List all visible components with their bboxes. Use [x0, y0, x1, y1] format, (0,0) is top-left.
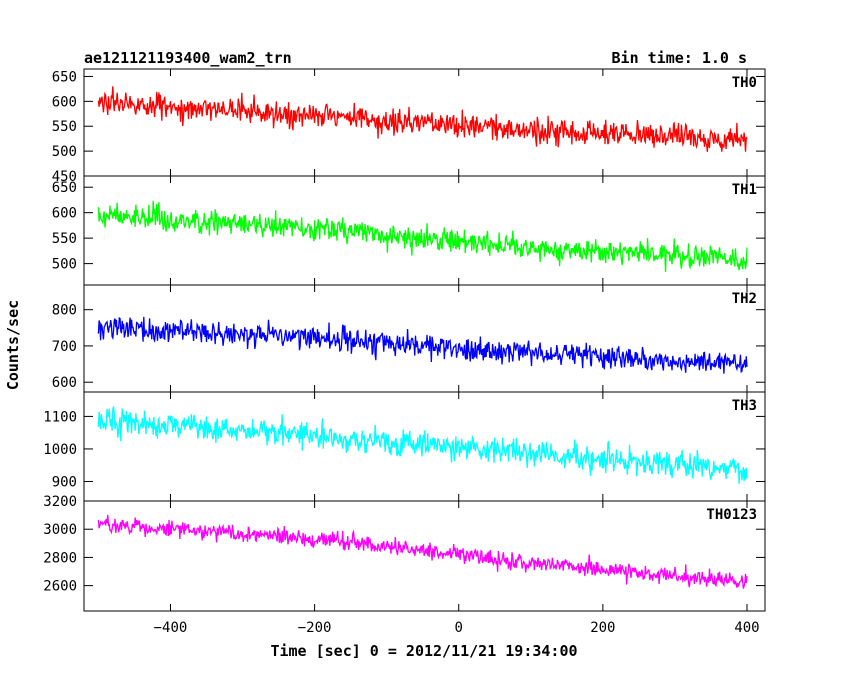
panel-th3: 900 1000 1100 TH3 — [43, 391, 766, 502]
panel-label: TH0123 — [706, 507, 757, 523]
y-tick-label: 800 — [52, 303, 77, 319]
y-tick-label: 1100 — [43, 409, 77, 425]
y-tick-label: 600 — [52, 206, 77, 222]
x-axis-label: Time [sec] 0 = 2012/11/21 19:34:00 — [270, 642, 577, 660]
y-tick-label: 500 — [52, 144, 77, 160]
series-line-th1 — [97, 200, 748, 272]
panel-th2: 600 700 800 TH2 — [52, 284, 766, 393]
x-tick-label: −200 — [298, 620, 332, 636]
series-line-th0123 — [97, 514, 748, 589]
y-axis-label: Counts/sec — [4, 300, 22, 390]
series-line-th0 — [97, 86, 748, 152]
panel-frame — [83, 391, 766, 502]
y-tick-label: 600 — [52, 375, 77, 391]
y-tick-label: 900 — [52, 474, 77, 490]
y-tick-label: 550 — [52, 231, 77, 247]
panels-group: 450 500 550 600 650 TH0 500 550 600 650 TH1 600 700 8… — [43, 68, 766, 636]
y-tick-label: 2800 — [43, 550, 77, 566]
y-tick-label: 650 — [52, 69, 77, 85]
panel-frame — [83, 284, 766, 393]
y-tick-label: 3000 — [43, 522, 77, 538]
y-tick-label: 3200 — [43, 494, 77, 510]
panel-th0: 450 500 550 600 650 TH0 — [52, 68, 766, 185]
panel-label: TH3 — [732, 398, 757, 414]
figure-title: ae121121193400_wam2_trn — [84, 49, 292, 67]
y-tick-label: 600 — [52, 94, 77, 110]
x-tick-label: 400 — [734, 620, 759, 636]
x-tick-label: −400 — [154, 620, 188, 636]
x-tick-label: 200 — [590, 620, 615, 636]
panel-frame — [83, 500, 766, 612]
y-tick-label: 450 — [52, 169, 77, 185]
series-line-th2 — [97, 316, 748, 374]
panel-label: TH2 — [732, 291, 757, 307]
panel-th0123: 2600 2800 3000 3200 TH0123 — [43, 494, 766, 612]
y-tick-label: 1000 — [43, 442, 77, 458]
panel-label: TH1 — [732, 182, 757, 198]
y-tick-label: 500 — [52, 257, 77, 273]
x-tick-label: 0 — [455, 620, 463, 636]
panel-frame — [83, 175, 766, 286]
panel-th1: 500 550 600 650 TH1 — [52, 175, 766, 286]
bin-time-label: Bin time: 1.0 s — [612, 49, 747, 67]
y-tick-label: 2600 — [43, 579, 77, 595]
y-tick-label: 550 — [52, 119, 77, 135]
series-line-th3 — [97, 406, 748, 484]
panel-label: TH0 — [732, 75, 757, 91]
y-tick-label: 700 — [52, 339, 77, 355]
y-tick-label: 650 — [52, 180, 77, 196]
